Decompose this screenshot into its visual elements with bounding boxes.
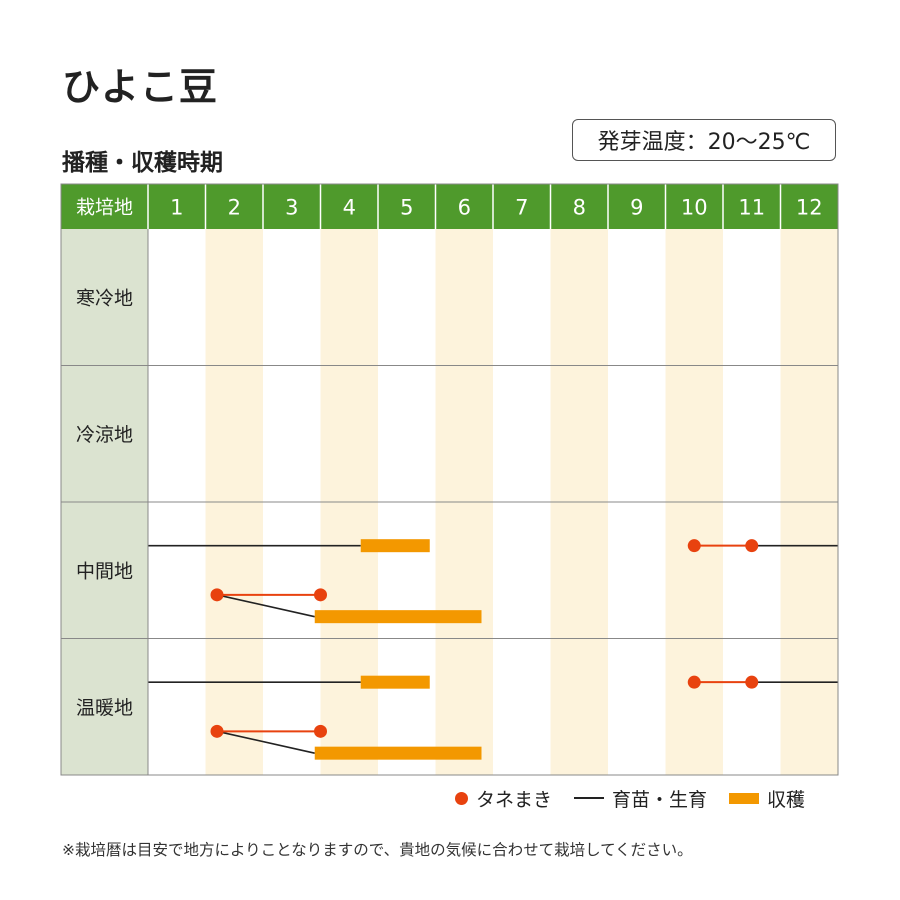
region-cell [61, 365, 148, 502]
germination-temperature-text: 発芽温度：20～25℃ [597, 130, 811, 155]
legend: タネまき 育苗・生育 収穫 [455, 785, 805, 811]
legend-sowing: タネまき [455, 785, 552, 812]
harvest-bar [314, 746, 482, 760]
month-label: 3 [285, 196, 298, 220]
month-label: 10 [681, 196, 708, 220]
sowing-start-dot [687, 539, 701, 553]
month-label: 12 [796, 196, 823, 220]
harvest-bar-icon [729, 792, 760, 804]
growth-line [216, 594, 315, 618]
month-label: 5 [400, 196, 413, 220]
sowing-end-dot [745, 539, 759, 553]
sowing-end-dot [314, 588, 327, 602]
region-label: 中間地 [76, 560, 133, 582]
region-cell [61, 638, 148, 775]
header-label: 栽培地 [76, 197, 133, 219]
region-cell [61, 229, 148, 366]
region-cell [61, 502, 148, 639]
sowing-dot-icon [455, 791, 468, 805]
legend-growth-label: 育苗・生育 [612, 788, 708, 811]
month-label: 8 [573, 196, 586, 220]
legend-growth: 育苗・生育 [574, 785, 707, 812]
harvest-bar [314, 610, 482, 624]
growth-line [216, 730, 315, 754]
month-label: 7 [515, 196, 528, 220]
month-label: 6 [458, 196, 471, 220]
month-label: 9 [630, 196, 643, 220]
harvest-bar [360, 675, 430, 689]
sowing-end-dot [314, 724, 327, 738]
legend-sowing-label: タネまき [476, 788, 553, 811]
chart-subtitle: 播種・収穫時期 [62, 150, 223, 176]
region-label: 寒冷地 [76, 287, 133, 309]
month-label: 11 [738, 196, 765, 220]
germination-temperature-box: 発芽温度：20～25℃ [572, 119, 836, 161]
sowing-start-dot [210, 588, 224, 602]
growth-line-icon [574, 797, 605, 799]
header-bar [61, 184, 838, 229]
sowing-end-dot [745, 675, 759, 689]
page-title: ひよこ豆 [62, 65, 219, 109]
chart-frame [60, 183, 839, 776]
month-label: 1 [170, 196, 183, 220]
region-label: 冷涼地 [76, 424, 133, 446]
sowing-start-dot [687, 675, 701, 689]
month-label: 4 [343, 196, 356, 220]
legend-harvest-label: 収穫 [767, 788, 806, 811]
legend-harvest: 収穫 [729, 785, 805, 812]
month-label: 2 [228, 196, 241, 220]
footnote: ※栽培暦は目安で地方によりことなりますので、貴地の気候に合わせて栽培してください… [62, 841, 693, 859]
region-label: 温暖地 [76, 697, 133, 719]
sowing-start-dot [210, 724, 224, 738]
harvest-bar [360, 539, 430, 553]
